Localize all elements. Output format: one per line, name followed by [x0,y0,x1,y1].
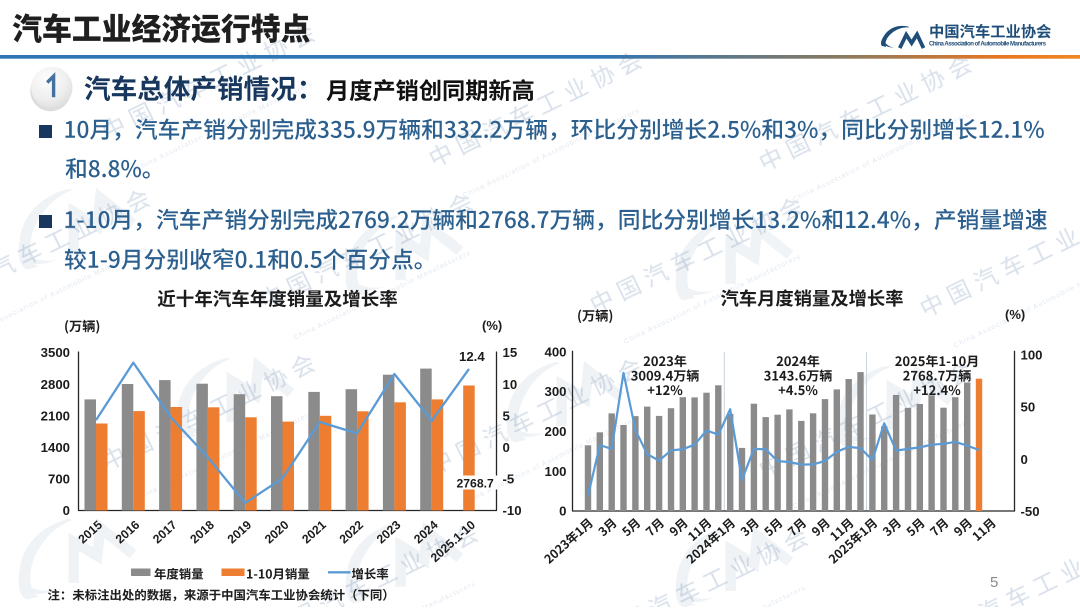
svg-text:5: 5 [990,574,998,591]
svg-text:(%): (%) [482,318,502,333]
svg-text:2100: 2100 [41,408,70,423]
svg-text:400: 400 [544,344,566,359]
svg-text:0: 0 [63,503,70,518]
svg-text:2800: 2800 [41,377,70,392]
svg-text:0: 0 [1021,452,1028,467]
svg-text:5: 5 [503,408,510,423]
svg-text:100: 100 [1021,348,1043,363]
svg-text:1400: 1400 [41,440,70,455]
svg-text:2768.7: 2768.7 [457,477,494,491]
svg-text:China Association of Automobil: China Association of Automobile Manufact… [929,41,1047,48]
svg-text:3500: 3500 [41,345,70,360]
svg-text:200: 200 [544,424,566,439]
svg-text:-5: -5 [503,472,515,487]
svg-text:50: 50 [1021,400,1036,415]
svg-text:(%): (%) [1005,307,1025,322]
svg-text:-50: -50 [1021,504,1040,519]
svg-text:100: 100 [544,464,566,479]
svg-text:12.4: 12.4 [459,349,485,364]
svg-text:-10: -10 [503,503,522,518]
svg-text:0: 0 [503,440,510,455]
svg-text:300: 300 [544,384,566,399]
svg-text:10: 10 [503,377,518,392]
svg-text:700: 700 [48,472,70,487]
svg-text:0: 0 [559,504,566,519]
svg-text:15: 15 [503,345,518,360]
